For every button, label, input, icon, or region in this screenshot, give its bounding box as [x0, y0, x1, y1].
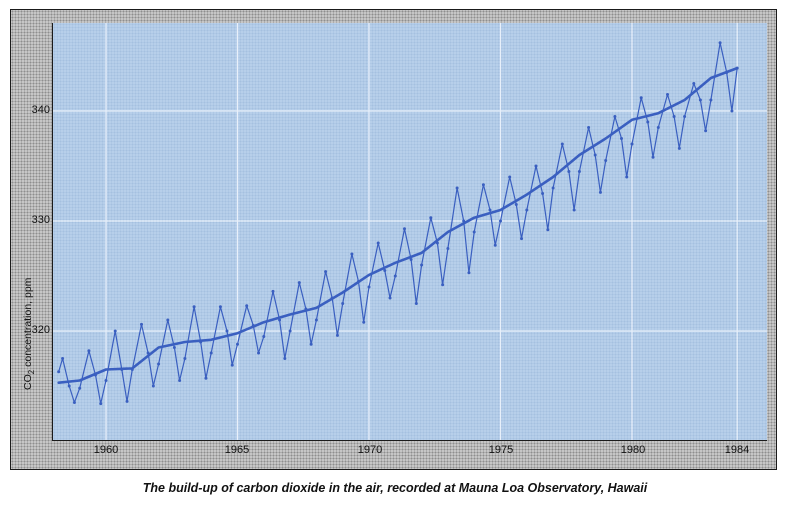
seasonal-series-markers	[57, 41, 739, 406]
figure-caption: The build-up of carbon dioxide in the ai…	[142, 481, 648, 495]
gridlines	[53, 23, 767, 440]
y-axis-label-subscript: 2	[27, 369, 37, 375]
plot-area	[52, 23, 767, 441]
xtick-1965: 1965	[224, 444, 250, 456]
y-axis-label-co: CO	[22, 374, 34, 390]
xtick-1960: 1960	[93, 444, 119, 456]
xtick-1970: 1970	[357, 444, 383, 456]
xtick-1980: 1980	[620, 444, 646, 456]
y-axis-label: CO2 concentration, ppm	[22, 278, 36, 390]
xtick-1975: 1975	[488, 444, 514, 456]
ytick-330: 330	[31, 214, 50, 226]
trend-series-line	[57, 66, 739, 385]
seasonal-series-line	[58, 42, 738, 405]
xtick-1984: 1984	[724, 444, 750, 456]
ytick-340: 340	[31, 104, 50, 116]
ytick-320: 320	[31, 324, 50, 336]
y-axis-label-rest: concentration, ppm	[22, 277, 34, 370]
